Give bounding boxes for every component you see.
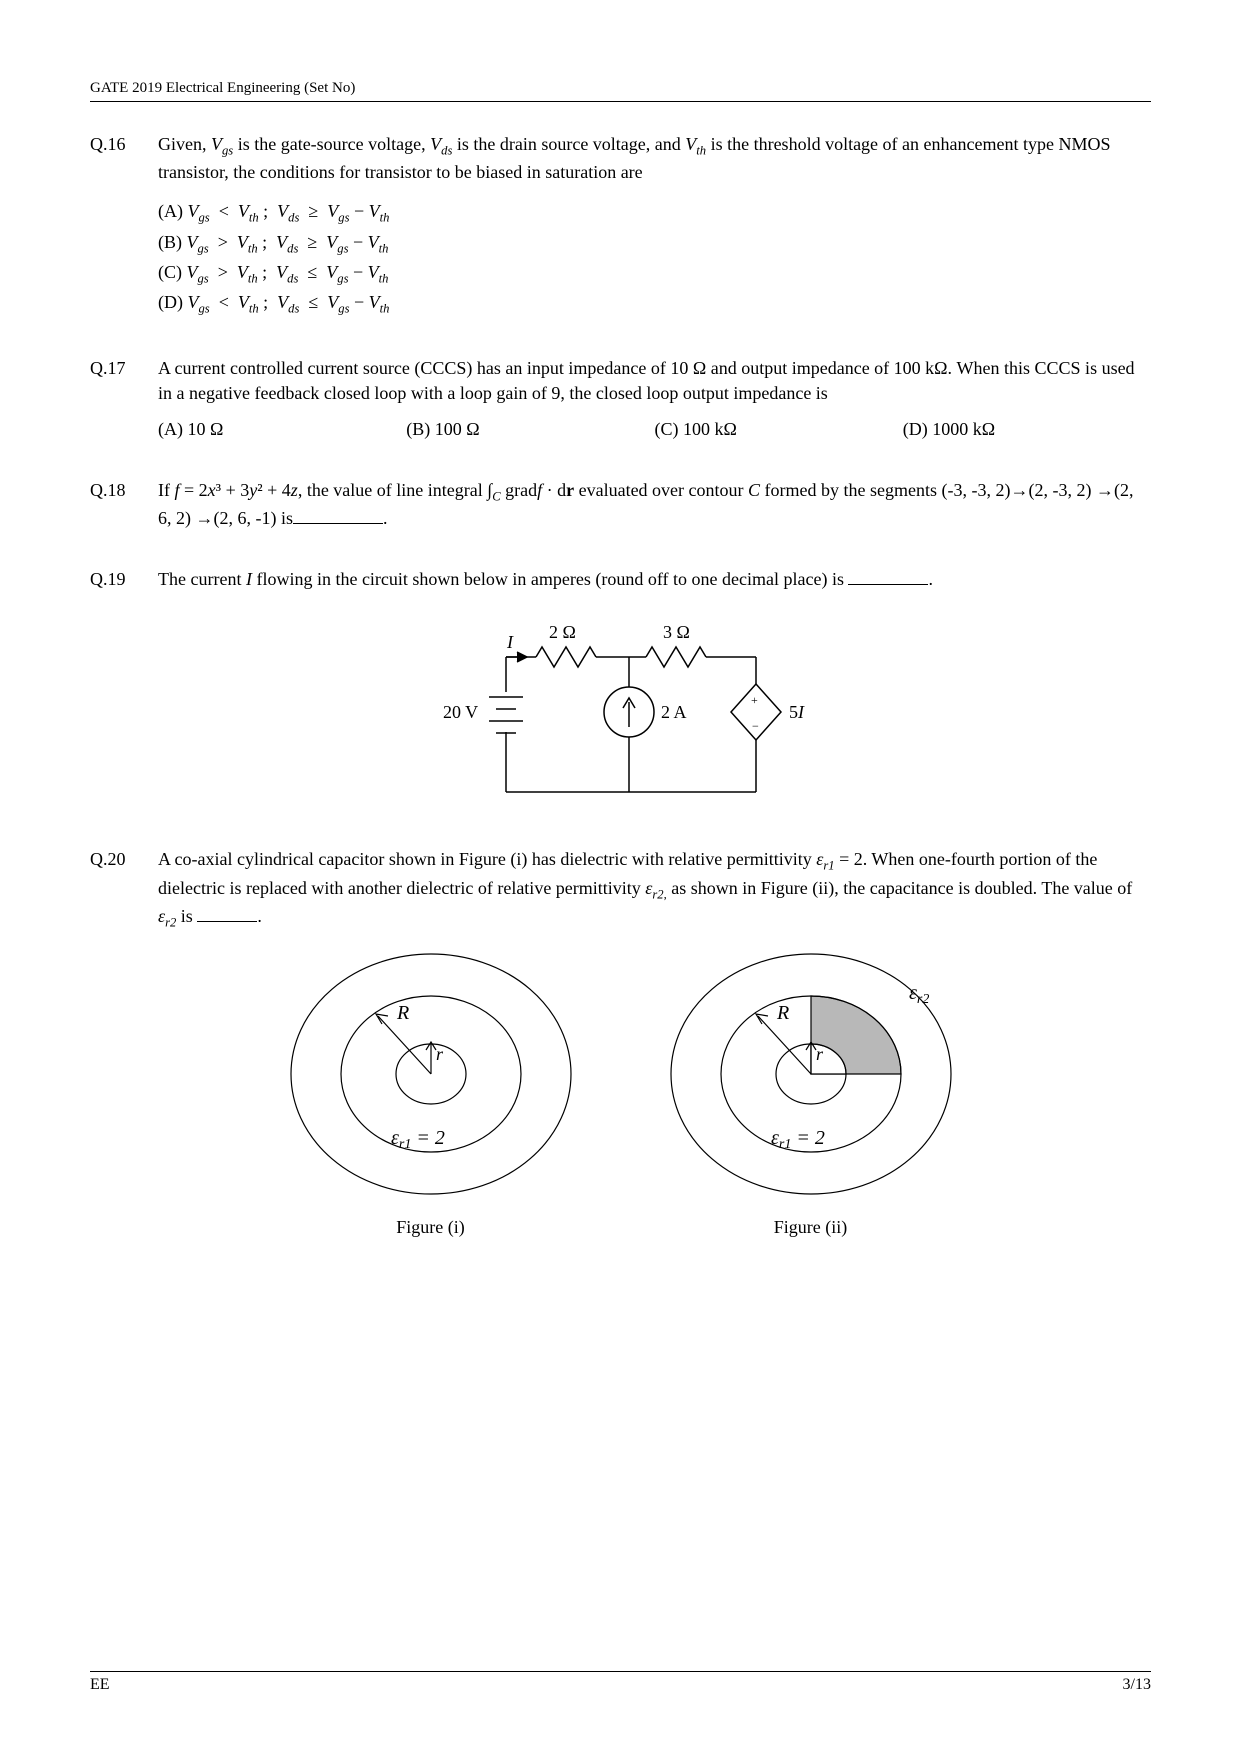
q18-body: If f = 2x³ + 3y² + 4z, the value of line… [158, 478, 1151, 531]
q19-circuit: I 2 Ω 3 Ω 20 V 2 A 5I + − [90, 612, 1151, 827]
question-18: Q.18 If f = 2x³ + 3y² + 4z, the value of… [90, 478, 1151, 531]
q18-p4: evaluated over contour [574, 480, 748, 500]
q16-p3: is the drain source voltage, and [452, 134, 685, 154]
fig-ii-er1: εr1 = 2 [771, 1127, 825, 1152]
question-16: Q.16 Given, Vgs is the gate-source volta… [90, 132, 1151, 320]
circuit-isrc-label: 2 A [661, 702, 687, 722]
fig-i-R: R [396, 1002, 409, 1024]
q19-body: The current I flowing in the circuit sho… [158, 567, 1151, 592]
q18-r: r [566, 480, 574, 500]
page-header: GATE 2019 Electrical Engineering (Set No… [90, 80, 1151, 102]
fig-i-svg: R r εr1 = 2 [281, 944, 581, 1204]
q17-body: A current controlled current source (CCC… [158, 356, 1151, 442]
fig-ii-svg: R r εr2 εr1 = 2 [661, 944, 961, 1204]
q18-number: Q.18 [90, 478, 158, 531]
q18-dot: . [383, 508, 388, 528]
footer-left: EE [90, 1676, 110, 1694]
q16-p1: Given, [158, 134, 211, 154]
question-20: Q.20 A co-axial cylindrical capacitor sh… [90, 847, 1151, 932]
fig-i-caption: Figure (i) [281, 1217, 581, 1238]
q20-blank [197, 904, 257, 922]
fig-i-er1: εr1 = 2 [391, 1127, 445, 1152]
q19-p1: The current [158, 569, 246, 589]
q16-optA: (A) Vgs < Vth ; Vds ≥ Vgs − Vth [158, 199, 1151, 227]
q20-number: Q.20 [90, 847, 158, 932]
page-footer: EE 3/13 [90, 1671, 1151, 1694]
figure-i: R r εr1 = 2 Figure (i) [281, 944, 581, 1238]
fig-ii-caption: Figure (ii) [661, 1217, 961, 1238]
footer-right: 3/13 [1123, 1676, 1151, 1694]
circuit-r2-label: 3 Ω [663, 622, 690, 642]
q18-p2: , the value of line integral ∫ [298, 480, 492, 500]
q16-optD: (D) Vgs < Vth ; Vds ≤ Vgs − Vth [158, 290, 1151, 318]
q18-C: C [748, 480, 760, 500]
q17-optD: (D) 1000 kΩ [903, 417, 1151, 442]
q16-number: Q.16 [90, 132, 158, 320]
circuit-I-label: I [506, 632, 514, 652]
q18-eq: f [175, 480, 180, 500]
q16-vth-sub: th [696, 144, 706, 158]
q18-dr: · d [542, 480, 566, 500]
fig-ii-R: R [776, 1002, 789, 1024]
ccvs-minus: − [752, 719, 759, 733]
circuit-ccvs-label: 5I [789, 702, 805, 722]
q16-vgs-sub: gs [222, 144, 233, 158]
ccvs-plus: + [751, 693, 758, 707]
q17-text: A current controlled current source (CCC… [158, 356, 1151, 406]
q20-p3: is [176, 906, 197, 926]
question-17: Q.17 A current controlled current source… [90, 356, 1151, 442]
header-text: GATE 2019 Electrical Engineering (Set No… [90, 80, 355, 96]
q20-er2b-sub: r2 [165, 915, 176, 929]
q18-subc: C [492, 489, 500, 503]
q20-er1-sub: r1 [823, 859, 834, 873]
q17-optA: (A) 10 Ω [158, 417, 406, 442]
q20-p1: A co-axial cylindrical capacitor shown i… [158, 849, 816, 869]
q18-p3: grad [501, 480, 537, 500]
q16-body: Given, Vgs is the gate-source voltage, V… [158, 132, 1151, 320]
circuit-r1-label: 2 Ω [549, 622, 576, 642]
circuit-svg: I 2 Ω 3 Ω 20 V 2 A 5I + − [411, 612, 831, 822]
q20-p2: as shown in Figure (ii), the capacitance… [667, 878, 1133, 898]
q19-dot: . [928, 569, 933, 589]
q18-blank [293, 506, 383, 524]
q16-vth: V [685, 134, 696, 154]
q20-figures: R r εr1 = 2 Figure (i) R r εr2 εr1 = 2 F [90, 944, 1151, 1238]
q16-p2: is the gate-source voltage, [233, 134, 430, 154]
q20-er2-sub: r2, [652, 887, 666, 901]
q20-dot: . [257, 906, 262, 926]
fig-ii-r: r [816, 1044, 824, 1064]
fig-ii-er2: εr2 [909, 982, 929, 1007]
q20-body: A co-axial cylindrical capacitor shown i… [158, 847, 1151, 932]
q16-vgs: V [211, 134, 222, 154]
q17-number: Q.17 [90, 356, 158, 442]
q16-vds: V [430, 134, 441, 154]
q17-optB: (B) 100 Ω [406, 417, 654, 442]
question-19: Q.19 The current I flowing in the circui… [90, 567, 1151, 592]
q16-text: Given, Vgs is the gate-source voltage, V… [158, 132, 1151, 185]
q19-p2: flowing in the circuit shown below in am… [252, 569, 849, 589]
q18-p1: If [158, 480, 175, 500]
q16-vds-sub: ds [441, 144, 452, 158]
q17-options: (A) 10 Ω (B) 100 Ω (C) 100 kΩ (D) 1000 k… [158, 417, 1151, 442]
q17-optC: (C) 100 kΩ [655, 417, 903, 442]
circuit-vsrc-label: 20 V [443, 702, 478, 722]
q16-options: (A) Vgs < Vth ; Vds ≥ Vgs − Vth (B) Vgs … [158, 199, 1151, 318]
fig-i-r: r [436, 1044, 444, 1064]
figure-ii: R r εr2 εr1 = 2 Figure (ii) [661, 944, 961, 1238]
q16-optB: (B) Vgs > Vth ; Vds ≥ Vgs − Vth [158, 230, 1151, 258]
q19-blank [848, 567, 928, 585]
q16-optC: (C) Vgs > Vth ; Vds ≤ Vgs − Vth [158, 260, 1151, 288]
q19-number: Q.19 [90, 567, 158, 592]
